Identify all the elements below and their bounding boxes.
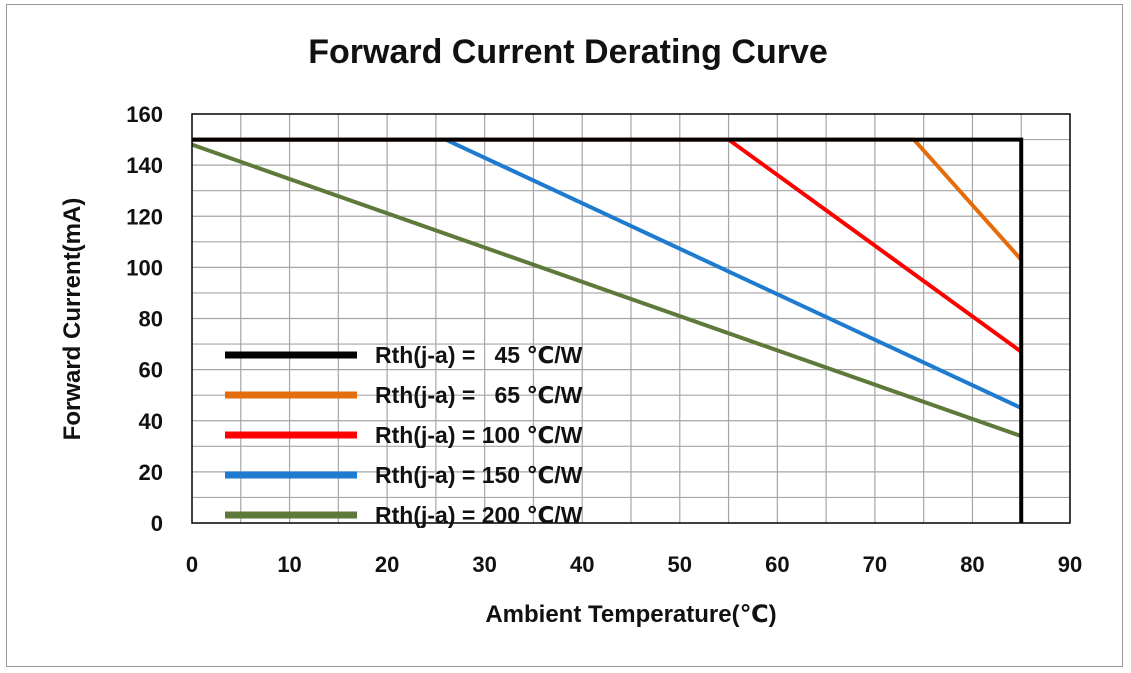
y-tick-label: 140 — [126, 153, 163, 178]
legend-label: Rth(j-a) = 65 ℃/W — [375, 382, 583, 408]
y-tick-label: 160 — [126, 102, 163, 127]
legend-label: Rth(j-a) = 100 ℃/W — [375, 422, 583, 448]
series-line — [192, 137, 1024, 523]
tick-labels: 0 10 20 30 40 50 60 70 80 90 0 20 40 60 80 100 120 140 160 — [126, 102, 1082, 577]
x-tick-label: 10 — [277, 552, 301, 577]
y-tick-label: 20 — [139, 460, 163, 485]
x-tick-label: 20 — [375, 552, 399, 577]
series-line — [192, 137, 1023, 410]
series-layer — [191, 137, 1024, 523]
y-tick-label: 120 — [126, 204, 163, 229]
y-tick-label: 80 — [139, 307, 163, 332]
x-axis-label: Ambient Temperature(℃) — [485, 601, 776, 628]
legend-label: Rth(j-a) = 150 ℃/W — [375, 462, 583, 488]
y-tick-label: 40 — [139, 409, 163, 434]
grid-lines — [192, 114, 1070, 523]
plot-border — [191, 113, 1071, 524]
y-axis-label: Forward Current(mA) — [59, 198, 86, 441]
y-tick-label: 0 — [151, 511, 163, 536]
x-tick-label: 60 — [765, 552, 789, 577]
x-tick-label: 0 — [186, 552, 198, 577]
y-tick-label: 60 — [139, 358, 163, 383]
legend-label: Rth(j-a) = 200 ℃/W — [375, 502, 583, 528]
y-tick-label: 100 — [126, 255, 163, 280]
x-tick-label: 40 — [570, 552, 594, 577]
legend: Rth(j-a) = 45 ℃/W Rth(j-a) = 65 ℃/W Rth(j-… — [225, 342, 583, 528]
chart-title: Forward Current Derating Curve — [308, 33, 828, 71]
series-line — [191, 142, 1022, 438]
x-tick-label: 80 — [960, 552, 984, 577]
x-tick-label: 30 — [472, 552, 496, 577]
series-line — [192, 137, 1023, 354]
x-tick-label: 50 — [668, 552, 692, 577]
x-tick-label: 70 — [863, 552, 887, 577]
x-tick-label: 90 — [1058, 552, 1082, 577]
legend-label: Rth(j-a) = 45 ℃/W — [375, 342, 583, 368]
